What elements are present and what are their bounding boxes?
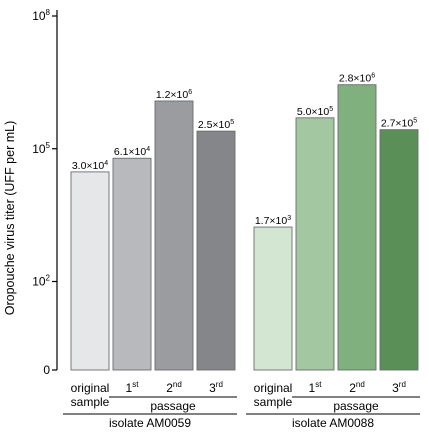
bar — [295, 117, 335, 371]
bar-value-labels: 3.0×104 6.1×104 1.2×106 2.5×105 1.7×103 5.0×1… — [72, 73, 417, 227]
bar-value-label: 1.2×106 — [156, 89, 192, 101]
bar-value-label: 2.8×106 — [339, 73, 375, 85]
isolate-label: isolate AM0059 — [109, 416, 191, 430]
isolate-label: isolate AM0088 — [292, 416, 374, 430]
y-tick-label: 108 — [32, 8, 50, 23]
x-category-label: sample — [254, 395, 293, 409]
x-category-label: sample — [71, 395, 110, 409]
bar — [253, 226, 293, 371]
bar — [379, 129, 419, 371]
x-category-label: 2nd — [349, 380, 365, 395]
bar-value-label: 6.1×104 — [114, 146, 150, 158]
x-category-label: original — [254, 381, 293, 395]
x-category-label: 1st — [309, 380, 323, 395]
x-category-label: 3rd — [392, 380, 406, 395]
bar-value-label: 1.7×103 — [255, 215, 291, 227]
y-axis-title: Oropouche virus titer (UFF per mL) — [3, 121, 17, 316]
x-category-label: 2nd — [166, 380, 182, 395]
bar-value-label: 3.0×104 — [72, 160, 108, 172]
bar-value-label: 2.7×105 — [381, 118, 417, 130]
bars — [70, 84, 419, 371]
y-tick-label: 102 — [32, 274, 50, 289]
bar — [196, 130, 236, 371]
passage-label: passage — [150, 399, 196, 413]
bar — [337, 84, 377, 371]
bar-value-label: 5.0×105 — [297, 106, 333, 118]
x-category-label: 1st — [126, 380, 140, 395]
bar — [70, 171, 110, 371]
y-tick-label: 0 — [43, 363, 50, 377]
x-category-label: original — [71, 381, 110, 395]
y-axis-ticks: 0 102 105 108 — [32, 8, 57, 377]
passage-label: passage — [333, 399, 379, 413]
bar — [154, 100, 194, 371]
x-category-label: 3rd — [209, 380, 223, 395]
y-tick-label: 105 — [32, 141, 50, 156]
bar-value-label: 2.5×105 — [198, 119, 234, 131]
bar — [112, 157, 152, 371]
